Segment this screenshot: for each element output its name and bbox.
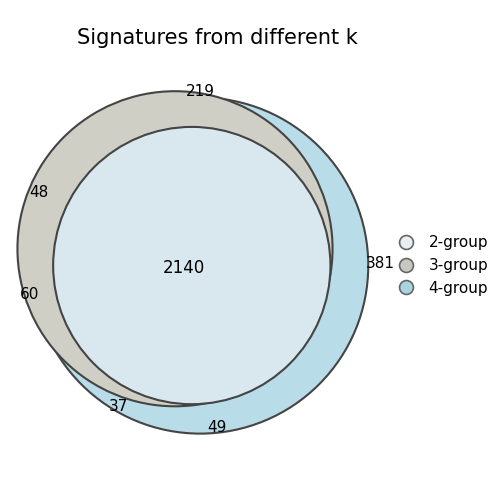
Text: 381: 381 [366,256,395,271]
Text: 2140: 2140 [162,259,205,277]
Circle shape [18,91,333,406]
Title: Signatures from different k: Signatures from different k [77,28,357,48]
Legend: 2-group, 3-group, 4-group: 2-group, 3-group, 4-group [385,229,494,302]
Text: 49: 49 [207,420,227,435]
Text: 48: 48 [29,184,48,200]
Circle shape [32,97,368,433]
Text: 60: 60 [20,287,40,302]
Text: 219: 219 [185,84,215,99]
Circle shape [53,127,331,404]
Text: 37: 37 [108,399,128,414]
